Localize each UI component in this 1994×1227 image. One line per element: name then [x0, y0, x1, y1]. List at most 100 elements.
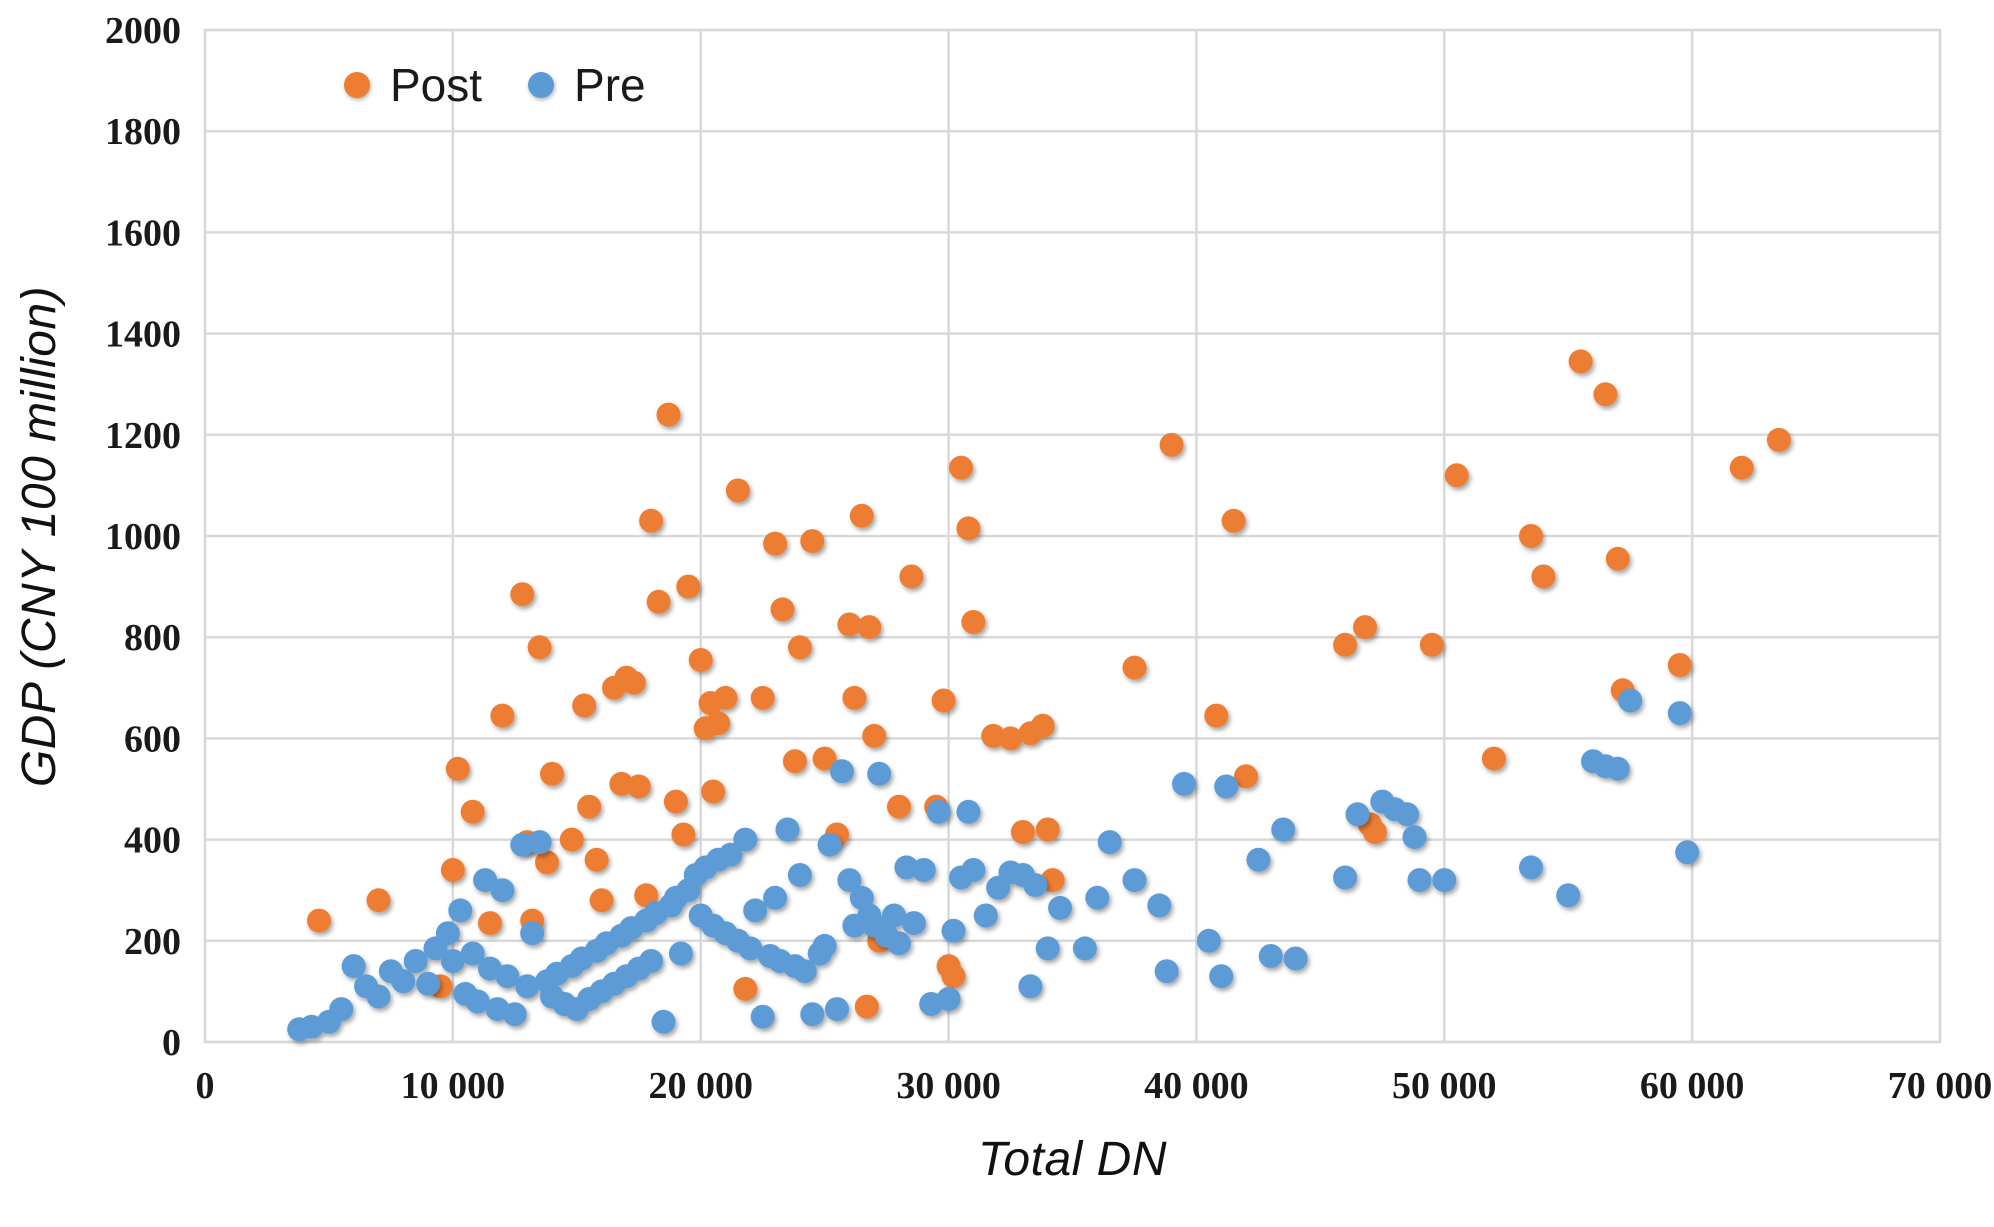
data-point: [473, 868, 498, 893]
data-point: [663, 789, 688, 814]
y-tick-label: 800: [124, 617, 181, 659]
data-point: [817, 832, 842, 857]
data-point: [416, 971, 441, 996]
data-point: [1271, 817, 1296, 842]
data-point: [941, 918, 966, 943]
data-point: [520, 921, 545, 946]
data-point: [478, 911, 502, 936]
data-point: [495, 964, 520, 989]
data-point: [763, 885, 788, 910]
data-point: [1154, 959, 1179, 984]
data-point: [1147, 893, 1172, 918]
data-point: [800, 1002, 825, 1027]
data-point: [961, 610, 986, 634]
data-point: [688, 648, 713, 672]
data-point: [502, 1002, 527, 1027]
data-point: [572, 693, 597, 718]
y-tick-label: 400: [124, 820, 181, 862]
x-tick-label: 60 000: [1640, 1065, 1745, 1107]
data-point: [445, 756, 470, 781]
data-point: [1122, 655, 1147, 680]
data-point: [1221, 508, 1246, 533]
data-point: [1035, 817, 1060, 842]
data-point: [515, 974, 540, 999]
x-tick-label: 10 000: [401, 1065, 506, 1107]
data-point: [366, 984, 391, 1009]
data-point: [1010, 820, 1035, 844]
data-point: [862, 723, 887, 748]
data-point: [1531, 564, 1556, 589]
data-point: [701, 779, 726, 804]
y-tick-labels: 0 200 400 600 800 1000 1200 1400 1600 1800 2000: [105, 10, 181, 1064]
data-point: [671, 822, 696, 847]
data-point: [1018, 974, 1043, 999]
pre-swatch-dot-icon: [528, 72, 555, 98]
data-point: [1667, 701, 1692, 726]
y-tick-label: 1800: [105, 111, 181, 153]
data-point: [770, 597, 795, 622]
data-point: [787, 863, 812, 887]
data-point: [1085, 885, 1110, 910]
data-point: [926, 799, 951, 824]
data-point: [460, 941, 485, 966]
x-tick-label: 20 000: [648, 1065, 753, 1107]
data-point: [706, 711, 731, 736]
data-point: [646, 589, 671, 614]
data-point: [307, 908, 331, 933]
y-axis-title-text: GDP (CNY 100 million): [13, 285, 67, 787]
data-point: [837, 868, 862, 893]
data-point: [1214, 774, 1239, 799]
data-point: [460, 799, 485, 824]
data-point: [440, 858, 465, 882]
y-tick-label: 1000: [105, 516, 181, 558]
data-point: [743, 898, 768, 923]
data-point: [825, 997, 849, 1022]
data-point: [849, 503, 874, 528]
data-point: [1122, 868, 1147, 893]
data-point: [882, 903, 906, 928]
data-point: [931, 688, 956, 713]
data-point: [899, 564, 924, 589]
legend-label-pre: Pre: [574, 59, 646, 111]
data-point: [527, 830, 552, 855]
data-point: [1444, 463, 1469, 488]
data-point: [1072, 936, 1097, 961]
data-point: [1667, 653, 1692, 677]
data-point: [1568, 349, 1593, 374]
data-point: [1675, 840, 1700, 865]
data-point: [1395, 802, 1420, 827]
data-point: [540, 761, 564, 786]
data-point: [1023, 873, 1048, 898]
data-point: [887, 794, 911, 819]
y-tick-label: 1200: [105, 415, 181, 457]
data-point: [1481, 746, 1506, 771]
data-point: [750, 1004, 775, 1029]
data-point: [1159, 432, 1184, 457]
data-point: [782, 749, 807, 774]
data-point: [733, 827, 758, 852]
data-point: [857, 615, 882, 640]
data-point: [490, 703, 515, 728]
data-point: [366, 888, 391, 913]
data-point: [763, 531, 788, 556]
legend-item-post: Post: [340, 58, 482, 112]
data-point: [1246, 847, 1271, 872]
data-point: [1729, 455, 1754, 480]
data-point: [1030, 713, 1055, 738]
legend-label-post: Post: [390, 59, 483, 111]
data-point: [1593, 382, 1618, 407]
data-point: [1556, 883, 1581, 908]
data-point: [1209, 964, 1234, 989]
data-point: [1605, 756, 1630, 781]
data-point: [584, 847, 609, 872]
data-point: [1204, 703, 1229, 728]
data-point: [718, 842, 743, 867]
y-tick-label: 200: [124, 921, 181, 963]
data-point: [936, 987, 961, 1011]
y-tick-label: 0: [162, 1022, 181, 1064]
data-point: [1605, 546, 1630, 571]
data-point: [792, 959, 817, 984]
data-point: [510, 582, 535, 607]
y-tick-label: 1400: [105, 314, 181, 356]
